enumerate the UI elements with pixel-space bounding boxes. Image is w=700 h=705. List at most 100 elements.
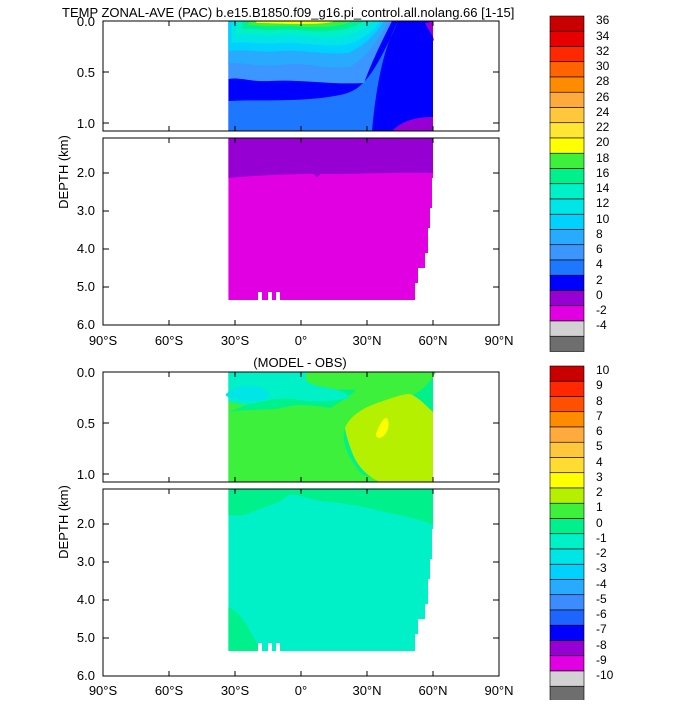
top-colorbar-box-5 bbox=[549, 91, 585, 108]
bot-cb-label-neg10: -10 bbox=[596, 668, 614, 682]
top-cb-label-36: 36 bbox=[596, 13, 610, 27]
top-upper-band-10 bbox=[392, 117, 433, 131]
bottom-y-tick-3: 3.0 bbox=[77, 554, 95, 569]
bot-cb-label-3: 3 bbox=[596, 470, 603, 484]
bot-cb-label-neg6: -6 bbox=[596, 607, 607, 621]
top-depth-axis-label: DEPTH (km) bbox=[56, 135, 71, 209]
bottom-x-tick-60s: 60°S bbox=[155, 683, 184, 698]
bottom-colorbar-box-17 bbox=[549, 624, 585, 641]
bot-cb-label-neg5: -5 bbox=[596, 592, 607, 606]
top-upper-band-1 bbox=[228, 21, 398, 131]
top-colorbar bbox=[549, 15, 585, 352]
bot-cb-label-2: 2 bbox=[596, 485, 603, 499]
bottom-colorbar-box-7 bbox=[549, 472, 585, 489]
top-cb-label-neg4: -4 bbox=[596, 318, 607, 332]
bottom-x-tick-60n: 60°N bbox=[418, 683, 447, 698]
bottom-y-tick-4: 4.0 bbox=[77, 592, 95, 607]
top-x-tick-90s: 90°S bbox=[89, 333, 118, 348]
top-x-tick-90n: 90°N bbox=[484, 333, 513, 348]
top-colorbar-box-6 bbox=[549, 107, 585, 124]
top-colorbar-box-1 bbox=[549, 30, 585, 47]
bottom-colorbar-box-4 bbox=[549, 426, 585, 443]
bot-cb-label-neg7: -7 bbox=[596, 622, 607, 636]
top-colorbar-box-8 bbox=[549, 137, 585, 154]
bottom-lower-band-2 bbox=[228, 607, 262, 651]
bottom-colorbar-box-1 bbox=[549, 380, 585, 397]
top-colorbar-box-12 bbox=[549, 198, 585, 215]
top-colorbar-box-16 bbox=[549, 259, 585, 276]
bot-cb-label-1: 1 bbox=[596, 500, 603, 514]
top-colorbar-box-18 bbox=[549, 290, 585, 307]
top-x-tick-30n: 30°N bbox=[352, 333, 381, 348]
bottom-colorbar-box-3 bbox=[549, 411, 585, 428]
bottom-y-tick-1: 1.0 bbox=[77, 467, 95, 482]
bottom-lower-band-3 bbox=[258, 643, 280, 651]
top-upper-band-11 bbox=[425, 21, 436, 41]
bot-cb-label-neg8: -8 bbox=[596, 638, 607, 652]
bottom-chart-title: (MODEL - OBS) bbox=[253, 355, 346, 370]
top-x-tick-60s: 60°S bbox=[155, 333, 184, 348]
top-cb-label-18: 18 bbox=[596, 151, 610, 165]
bottom-x-tick-30s: 30°S bbox=[221, 683, 250, 698]
bottom-lower-field bbox=[228, 489, 433, 651]
bottom-colorbar-box-0 bbox=[549, 365, 585, 382]
bot-cb-label-neg3: -3 bbox=[596, 561, 607, 575]
top-colorbar-box-11 bbox=[549, 183, 585, 200]
bottom-colorbar-box-6 bbox=[549, 457, 585, 474]
top-cb-label-34: 34 bbox=[596, 29, 610, 43]
bottom-upper-band-4 bbox=[225, 385, 270, 402]
top-colorbar-box-19 bbox=[549, 305, 585, 322]
bot-cb-label-10: 10 bbox=[596, 363, 610, 377]
bottom-y-tick-6: 6.0 bbox=[77, 668, 95, 683]
bottom-colorbar-box-15 bbox=[549, 594, 585, 611]
top-y-tick-0.5: 0.5 bbox=[77, 65, 95, 80]
bot-cb-label-6: 6 bbox=[596, 424, 603, 438]
tick-marks bbox=[102, 20, 500, 677]
top-upper-field bbox=[228, 21, 436, 131]
bottom-x-tick-30n: 30°N bbox=[352, 683, 381, 698]
bot-cb-label-8: 8 bbox=[596, 394, 603, 408]
top-cb-label-22: 22 bbox=[596, 120, 610, 134]
bottom-y-tick-0: 0.0 bbox=[77, 365, 95, 380]
top-cb-label-4: 4 bbox=[596, 257, 603, 271]
top-colorbar-box-15 bbox=[549, 244, 585, 261]
top-cb-label-24: 24 bbox=[596, 105, 610, 119]
top-chart-title: TEMP ZONAL-AVE (PAC) b.e15.B1850.f09_g16… bbox=[62, 5, 514, 20]
top-colorbar-box-2 bbox=[549, 46, 585, 63]
top-colorbar-box-3 bbox=[549, 61, 585, 78]
bottom-depth-axis-label: DEPTH (km) bbox=[56, 485, 71, 559]
bottom-colorbar-box-10 bbox=[549, 518, 585, 535]
bottom-colorbar-box-21 bbox=[549, 685, 585, 702]
top-y-tick-2: 2.0 bbox=[77, 165, 95, 180]
top-colorbar-box-10 bbox=[549, 168, 585, 185]
bottom-lower-band-1 bbox=[228, 489, 433, 525]
top-lower-band-1 bbox=[228, 138, 433, 178]
top-y-tick-5: 5.0 bbox=[77, 279, 95, 294]
top-colorbar-box-7 bbox=[549, 122, 585, 139]
bottom-upper-band-1 bbox=[228, 372, 436, 482]
top-cb-label-12: 12 bbox=[596, 196, 610, 210]
top-cb-label-14: 14 bbox=[596, 181, 610, 195]
bottom-colorbar-box-19 bbox=[549, 655, 585, 672]
bottom-colorbar-box-2 bbox=[549, 396, 585, 413]
bot-cb-label-9: 9 bbox=[596, 378, 603, 392]
top-colorbar-labels: 36 34 32 30 28 26 24 22 20 18 16 14 12 1… bbox=[596, 13, 610, 332]
bot-cb-label-neg9: -9 bbox=[596, 653, 607, 667]
bottom-colorbar-box-5 bbox=[549, 441, 585, 458]
bottom-upper-band-2 bbox=[345, 394, 433, 482]
top-x-tick-60n: 60°N bbox=[418, 333, 447, 348]
top-colorbar-box-0 bbox=[549, 15, 585, 32]
bot-cb-label-4: 4 bbox=[596, 455, 603, 469]
bottom-x-tick-0: 0° bbox=[295, 683, 307, 698]
bot-cb-label-neg1: -1 bbox=[596, 531, 607, 545]
top-y-tick-6: 6.0 bbox=[77, 317, 95, 332]
bot-cb-label-5: 5 bbox=[596, 439, 603, 453]
bottom-colorbar-box-18 bbox=[549, 640, 585, 657]
top-cb-label-28: 28 bbox=[596, 74, 610, 88]
bottom-colorbar-box-16 bbox=[549, 609, 585, 626]
top-x-tick-30s: 30°S bbox=[221, 333, 250, 348]
bot-cb-label-neg2: -2 bbox=[596, 546, 607, 560]
bottom-colorbar-box-11 bbox=[549, 533, 585, 550]
top-colorbar-box-21 bbox=[549, 335, 585, 352]
